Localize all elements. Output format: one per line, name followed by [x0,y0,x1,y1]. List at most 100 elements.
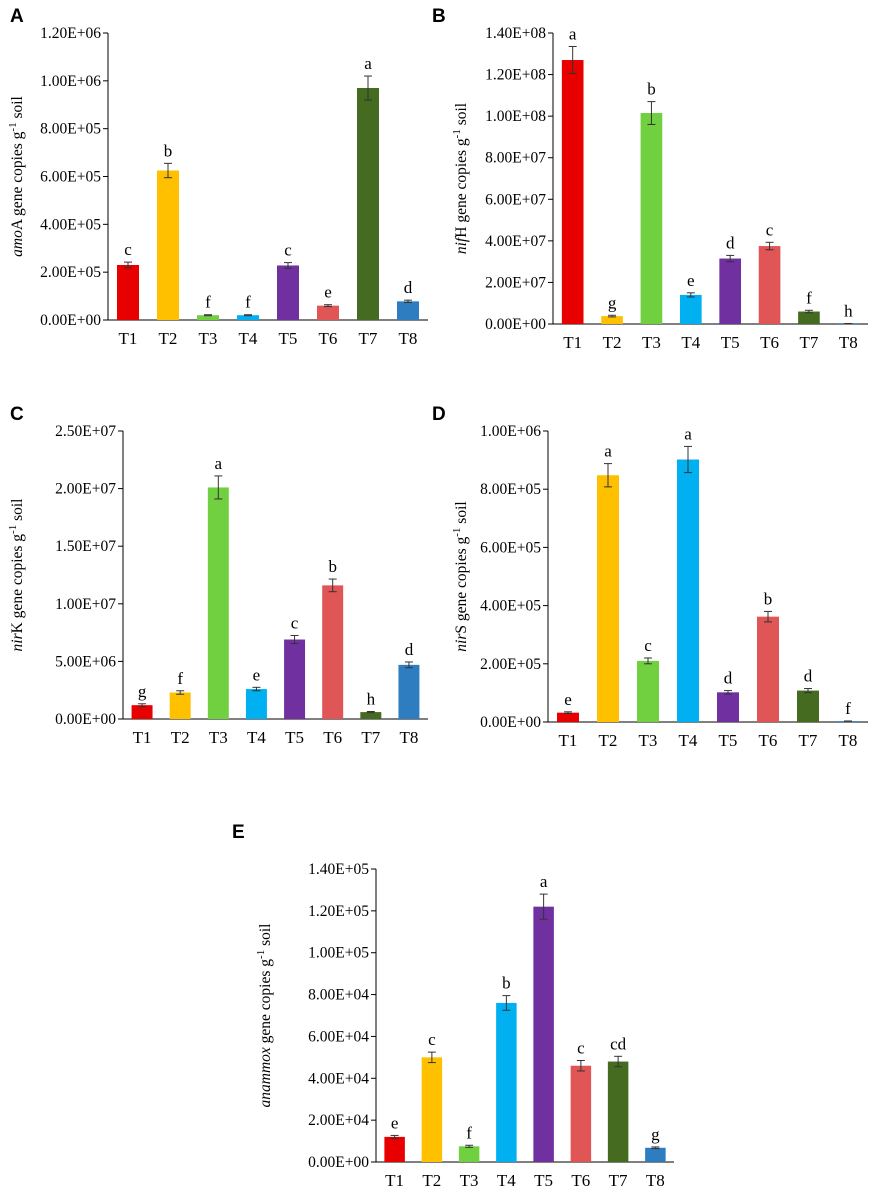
x-category-label-t8: T8 [646,1171,665,1190]
y-tick-label: 6.00E+07 [485,191,546,208]
error-bar-t6 [328,578,337,593]
error-bar-t2 [604,463,612,488]
x-category-label-t5: T5 [719,731,738,750]
y-axis-title-suffix-post: soil [9,96,26,122]
bar-t6 [758,246,781,324]
y-axis-title-suffix-post: soil [257,924,274,950]
bar-t2 [601,316,623,324]
x-category-label-t4: T4 [681,333,700,352]
significance-letter-t8: d [405,640,414,659]
bar-t8 [645,1147,666,1162]
significance-letter-t2: c [428,1030,436,1049]
significance-letter-t5: d [724,669,733,688]
error-bar-t1 [568,46,577,75]
y-axis-title-sup: -1 [451,528,463,537]
bar-t8 [397,301,419,320]
error-bar-t6 [765,241,774,251]
y-tick-label: 0.00E+00 [55,711,116,728]
bar-t1 [561,60,584,325]
x-category-label-t3: T3 [209,728,228,747]
y-tick-label: 2.00E+07 [55,481,116,498]
bar-t3 [197,315,219,320]
significance-letter-t6: e [324,283,332,302]
y-tick-label: 0.00E+00 [480,714,541,731]
bar-t5 [533,906,554,1162]
x-category-label-t2: T2 [422,1171,441,1190]
bar-t6 [570,1065,592,1162]
significance-letter-t4: b [502,974,511,993]
x-category-label-t3: T3 [642,333,661,352]
error-bar-t4 [252,686,261,692]
significance-letter-t2: f [177,669,183,688]
y-tick-label: 1.50E+07 [55,538,116,555]
bar-t2 [421,1057,443,1162]
y-axis-title-sup: -1 [255,950,267,959]
y-axis-title-gene-italic: anammox [257,1047,274,1107]
error-bar-t1 [138,703,147,708]
significance-letter-t3: b [647,80,656,99]
x-category-label-t8: T8 [399,329,418,348]
error-bar-t4 [244,314,252,317]
bar-t6 [757,616,779,722]
y-tick-label: 4.00E+05 [480,598,541,615]
y-axis-title-gene-plain: K [9,621,26,633]
x-category-label-t1: T1 [563,333,582,352]
significance-letter-t3: c [644,636,652,655]
bar-t2 [169,692,191,719]
chart-panel-b: B 0.00E+00 2.00E+07 4.00E+07 6.00E+07 8.00E+0… [432,6,868,352]
significance-letter-t4: e [687,271,695,290]
x-category-label-t7: T7 [359,329,378,348]
y-tick-label: 8.00E+04 [308,987,369,1004]
significance-letter-t7: cd [610,1034,627,1053]
significance-letter-t2: b [164,141,173,160]
y-tick-label: 5.00E+06 [55,653,116,670]
bar-t7 [797,690,819,722]
x-category-label-t8: T8 [399,728,418,747]
significance-letter-t1: e [564,690,572,709]
significance-letter-t4: f [245,293,251,312]
y-tick-label: 1.00E+08 [485,108,546,125]
bar-t4 [237,315,259,320]
significance-letter-t1: e [391,1113,399,1132]
y-axis-title: nirS gene copies g-1 soil [451,501,470,651]
error-bar-t6 [764,610,772,623]
error-bar-t6 [324,304,332,308]
x-category-label-t7: T7 [799,333,818,352]
significance-letter-t5: c [291,613,299,632]
bar-t1 [131,705,153,719]
panel-letter: B [432,6,446,27]
significance-letter-t2: g [608,293,617,312]
error-bar-t7 [614,1055,623,1068]
y-tick-label: 1.20E+05 [308,903,369,920]
x-category-label-t6: T6 [323,728,342,747]
bar-t1 [557,712,579,722]
x-category-label-t6: T6 [571,1171,590,1190]
y-axis-title-sup: -1 [7,122,19,131]
y-axis-title-gene-plain: H [453,227,470,238]
y-tick-label: 1.00E+06 [40,73,101,90]
significance-letter-t5: d [726,233,735,252]
x-category-label-t2: T2 [599,731,618,750]
x-category-label-t2: T2 [159,329,178,348]
y-axis-title: nirK gene copies g-1 soil [7,499,26,652]
y-tick-label: 0.00E+00 [485,316,546,333]
y-axis-title: anammox gene copies g-1 soil [255,924,274,1108]
significance-letter-t1: a [569,25,577,44]
x-category-label-t3: T3 [199,329,218,348]
bar-t6 [322,585,344,719]
y-tick-label: 6.00E+05 [40,169,101,186]
bar-t3 [458,1146,480,1162]
significance-letter-t5: c [284,241,292,260]
significance-letter-t6: c [577,1038,585,1057]
y-tick-label: 6.00E+05 [480,539,541,556]
y-tick-label: 4.00E+05 [40,216,101,233]
bar-t3 [637,660,659,722]
x-category-label-t1: T1 [119,329,138,348]
bar-t1 [117,264,139,320]
bar-t5 [719,258,742,324]
bar-t2 [597,475,619,722]
x-category-label-t2: T2 [171,728,190,747]
y-tick-label: 8.00E+05 [480,481,541,498]
bar-t7 [357,88,379,320]
x-category-label-t5: T5 [721,333,740,352]
